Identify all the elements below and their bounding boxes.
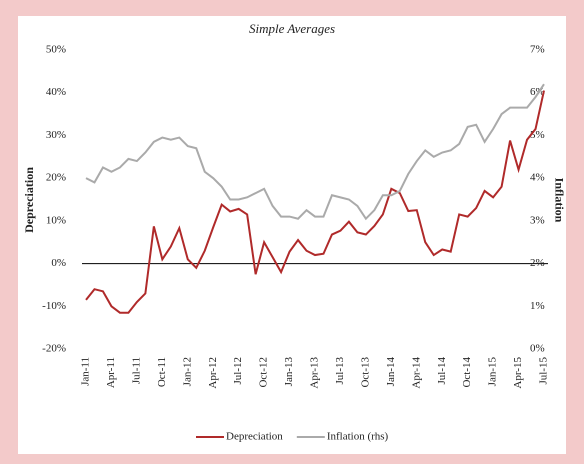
x-tick-label: Jul-15 — [538, 357, 550, 385]
y2-axis-label: Inflation — [552, 178, 566, 223]
y-tick-label: 50% — [46, 44, 66, 56]
x-tick-label: Jan-14 — [385, 357, 397, 387]
series-line — [85, 90, 545, 314]
y-tick-label: -10% — [42, 300, 66, 312]
x-tick-label: Jan-12 — [181, 357, 193, 386]
x-tick-label: Jul-11 — [130, 357, 142, 384]
x-tick-label: Oct-11 — [156, 357, 168, 387]
x-tick-label: Apr-13 — [309, 357, 321, 389]
series-line — [85, 83, 545, 221]
x-tick-label: Jan-15 — [487, 357, 499, 387]
y2-tick-label: 5% — [530, 129, 545, 141]
y-axis-label: Depreciation — [22, 167, 36, 233]
chart-panel — [18, 16, 566, 454]
y2-tick-label: 4% — [530, 172, 545, 184]
y-tick-label: 10% — [46, 214, 66, 226]
y-tick-label: 20% — [46, 172, 66, 184]
x-tick-label: Jan-11 — [80, 357, 92, 386]
x-tick-label: Oct-14 — [461, 357, 473, 388]
y-tick-label: 0% — [51, 257, 66, 269]
y-tick-label: 40% — [46, 86, 66, 98]
y2-tick-label: 7% — [530, 44, 545, 56]
legend-label: Inflation (rhs) — [327, 431, 389, 443]
y2-tick-label: 1% — [530, 300, 545, 312]
x-tick-label: Oct-12 — [258, 357, 270, 388]
x-tick-label: Jul-14 — [436, 357, 448, 385]
x-tick-label: Apr-15 — [512, 357, 524, 389]
y-tick-label: 30% — [46, 129, 66, 141]
x-tick-label: Apr-12 — [207, 357, 219, 389]
legend-label: Depreciation — [226, 431, 283, 443]
x-tick-label: Apr-14 — [410, 357, 422, 389]
x-tick-label: Oct-13 — [359, 357, 371, 388]
x-tick-label: Jul-13 — [334, 357, 346, 385]
x-tick-label: Apr-11 — [105, 357, 117, 388]
chart-subtitle: Simple Averages — [249, 21, 335, 36]
y-tick-label: -20% — [42, 343, 66, 355]
y2-tick-label: 2% — [530, 257, 545, 269]
y2-tick-label: 3% — [530, 214, 545, 226]
y2-tick-label: 0% — [530, 343, 545, 355]
x-tick-label: Jan-13 — [283, 357, 295, 387]
x-tick-label: Jul-12 — [232, 357, 244, 385]
